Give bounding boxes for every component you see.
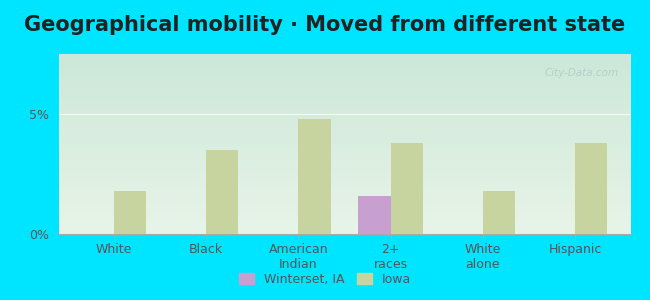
Text: City-Data.com: City-Data.com (545, 68, 619, 78)
Legend: Winterset, IA, Iowa: Winterset, IA, Iowa (234, 268, 416, 291)
Bar (114, 191, 146, 234)
Bar (575, 143, 608, 234)
Bar (206, 150, 239, 234)
Bar (358, 196, 391, 234)
Bar (298, 119, 331, 234)
Text: Geographical mobility · Moved from different state: Geographical mobility · Moved from diffe… (25, 15, 625, 35)
Bar (483, 191, 515, 234)
Bar (391, 143, 423, 234)
